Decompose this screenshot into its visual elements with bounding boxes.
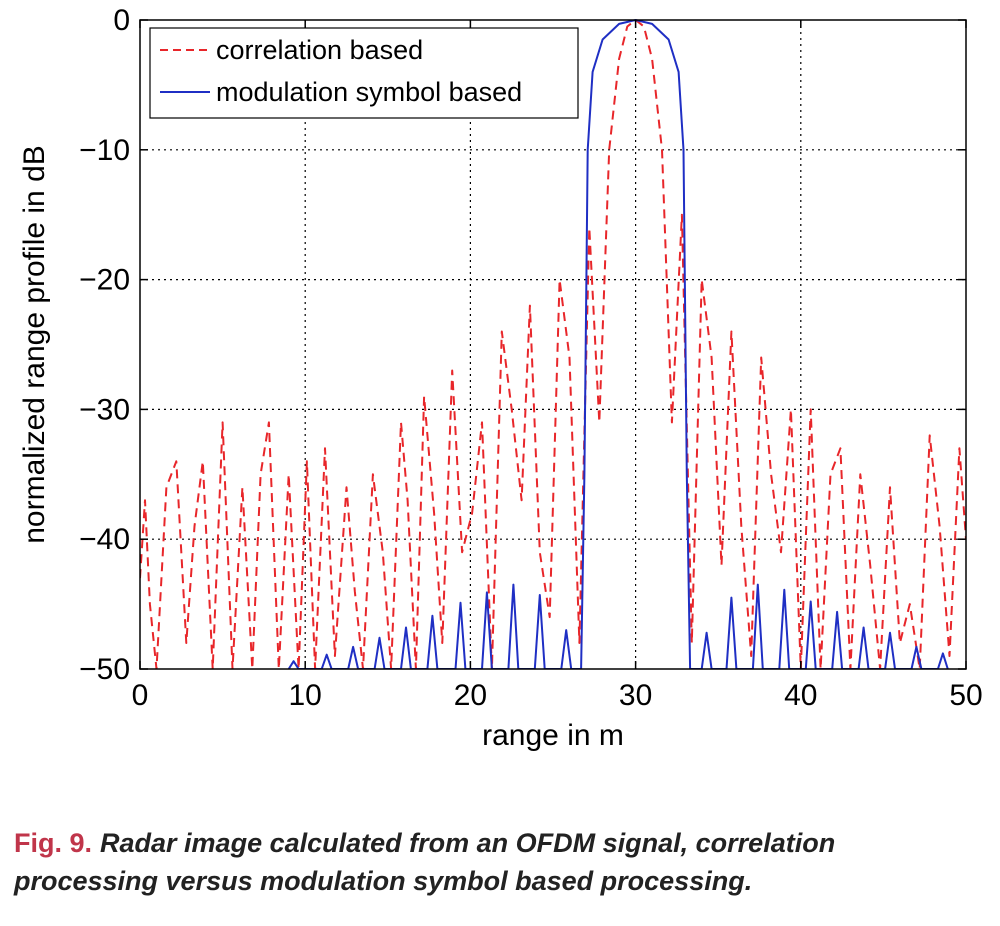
x-tick-label: 30 [619, 679, 652, 712]
x-tick-label: 0 [132, 679, 149, 712]
plot-area [140, 20, 966, 669]
x-tick-label: 20 [454, 679, 487, 712]
figure-caption: Fig. 9. Radar image calculated from an OF… [14, 824, 974, 900]
series-line-correlation [140, 19, 966, 669]
figure-caption-text: Radar image calculated from an OFDM sign… [14, 828, 836, 896]
grid [140, 20, 966, 669]
x-tick-label: 40 [784, 679, 817, 712]
axis-ticks: 0 10 20 30 40 50 0 −10 −20 −30 −40 −50 [79, 4, 983, 712]
chart: 0 10 20 30 40 50 0 −10 −20 −30 −40 −50 range in m n… [18, 4, 983, 752]
y-tick-label: −40 [79, 523, 130, 556]
plot-frame [139, 19, 967, 670]
legend-box [149, 27, 579, 119]
series-layer [140, 19, 966, 669]
legend-label-correlation: correlation based [216, 35, 423, 65]
series-line-modulation [287, 19, 949, 669]
y-tick-label: −50 [79, 653, 130, 686]
y-tick-label: 0 [113, 4, 130, 37]
y-axis-label: normalized range profile in dB [18, 145, 51, 544]
x-axis-label: range in m [482, 719, 624, 752]
legend: correlation based modulation symbol base… [149, 27, 579, 119]
y-tick-label: −20 [79, 264, 130, 297]
figure-number: Fig. 9. [14, 828, 93, 858]
y-tick-label: −10 [79, 134, 130, 167]
legend-label-modulation: modulation symbol based [216, 77, 522, 107]
x-tick-label: 50 [949, 679, 982, 712]
x-tick-label: 10 [289, 679, 322, 712]
y-tick-label: −30 [79, 393, 130, 426]
